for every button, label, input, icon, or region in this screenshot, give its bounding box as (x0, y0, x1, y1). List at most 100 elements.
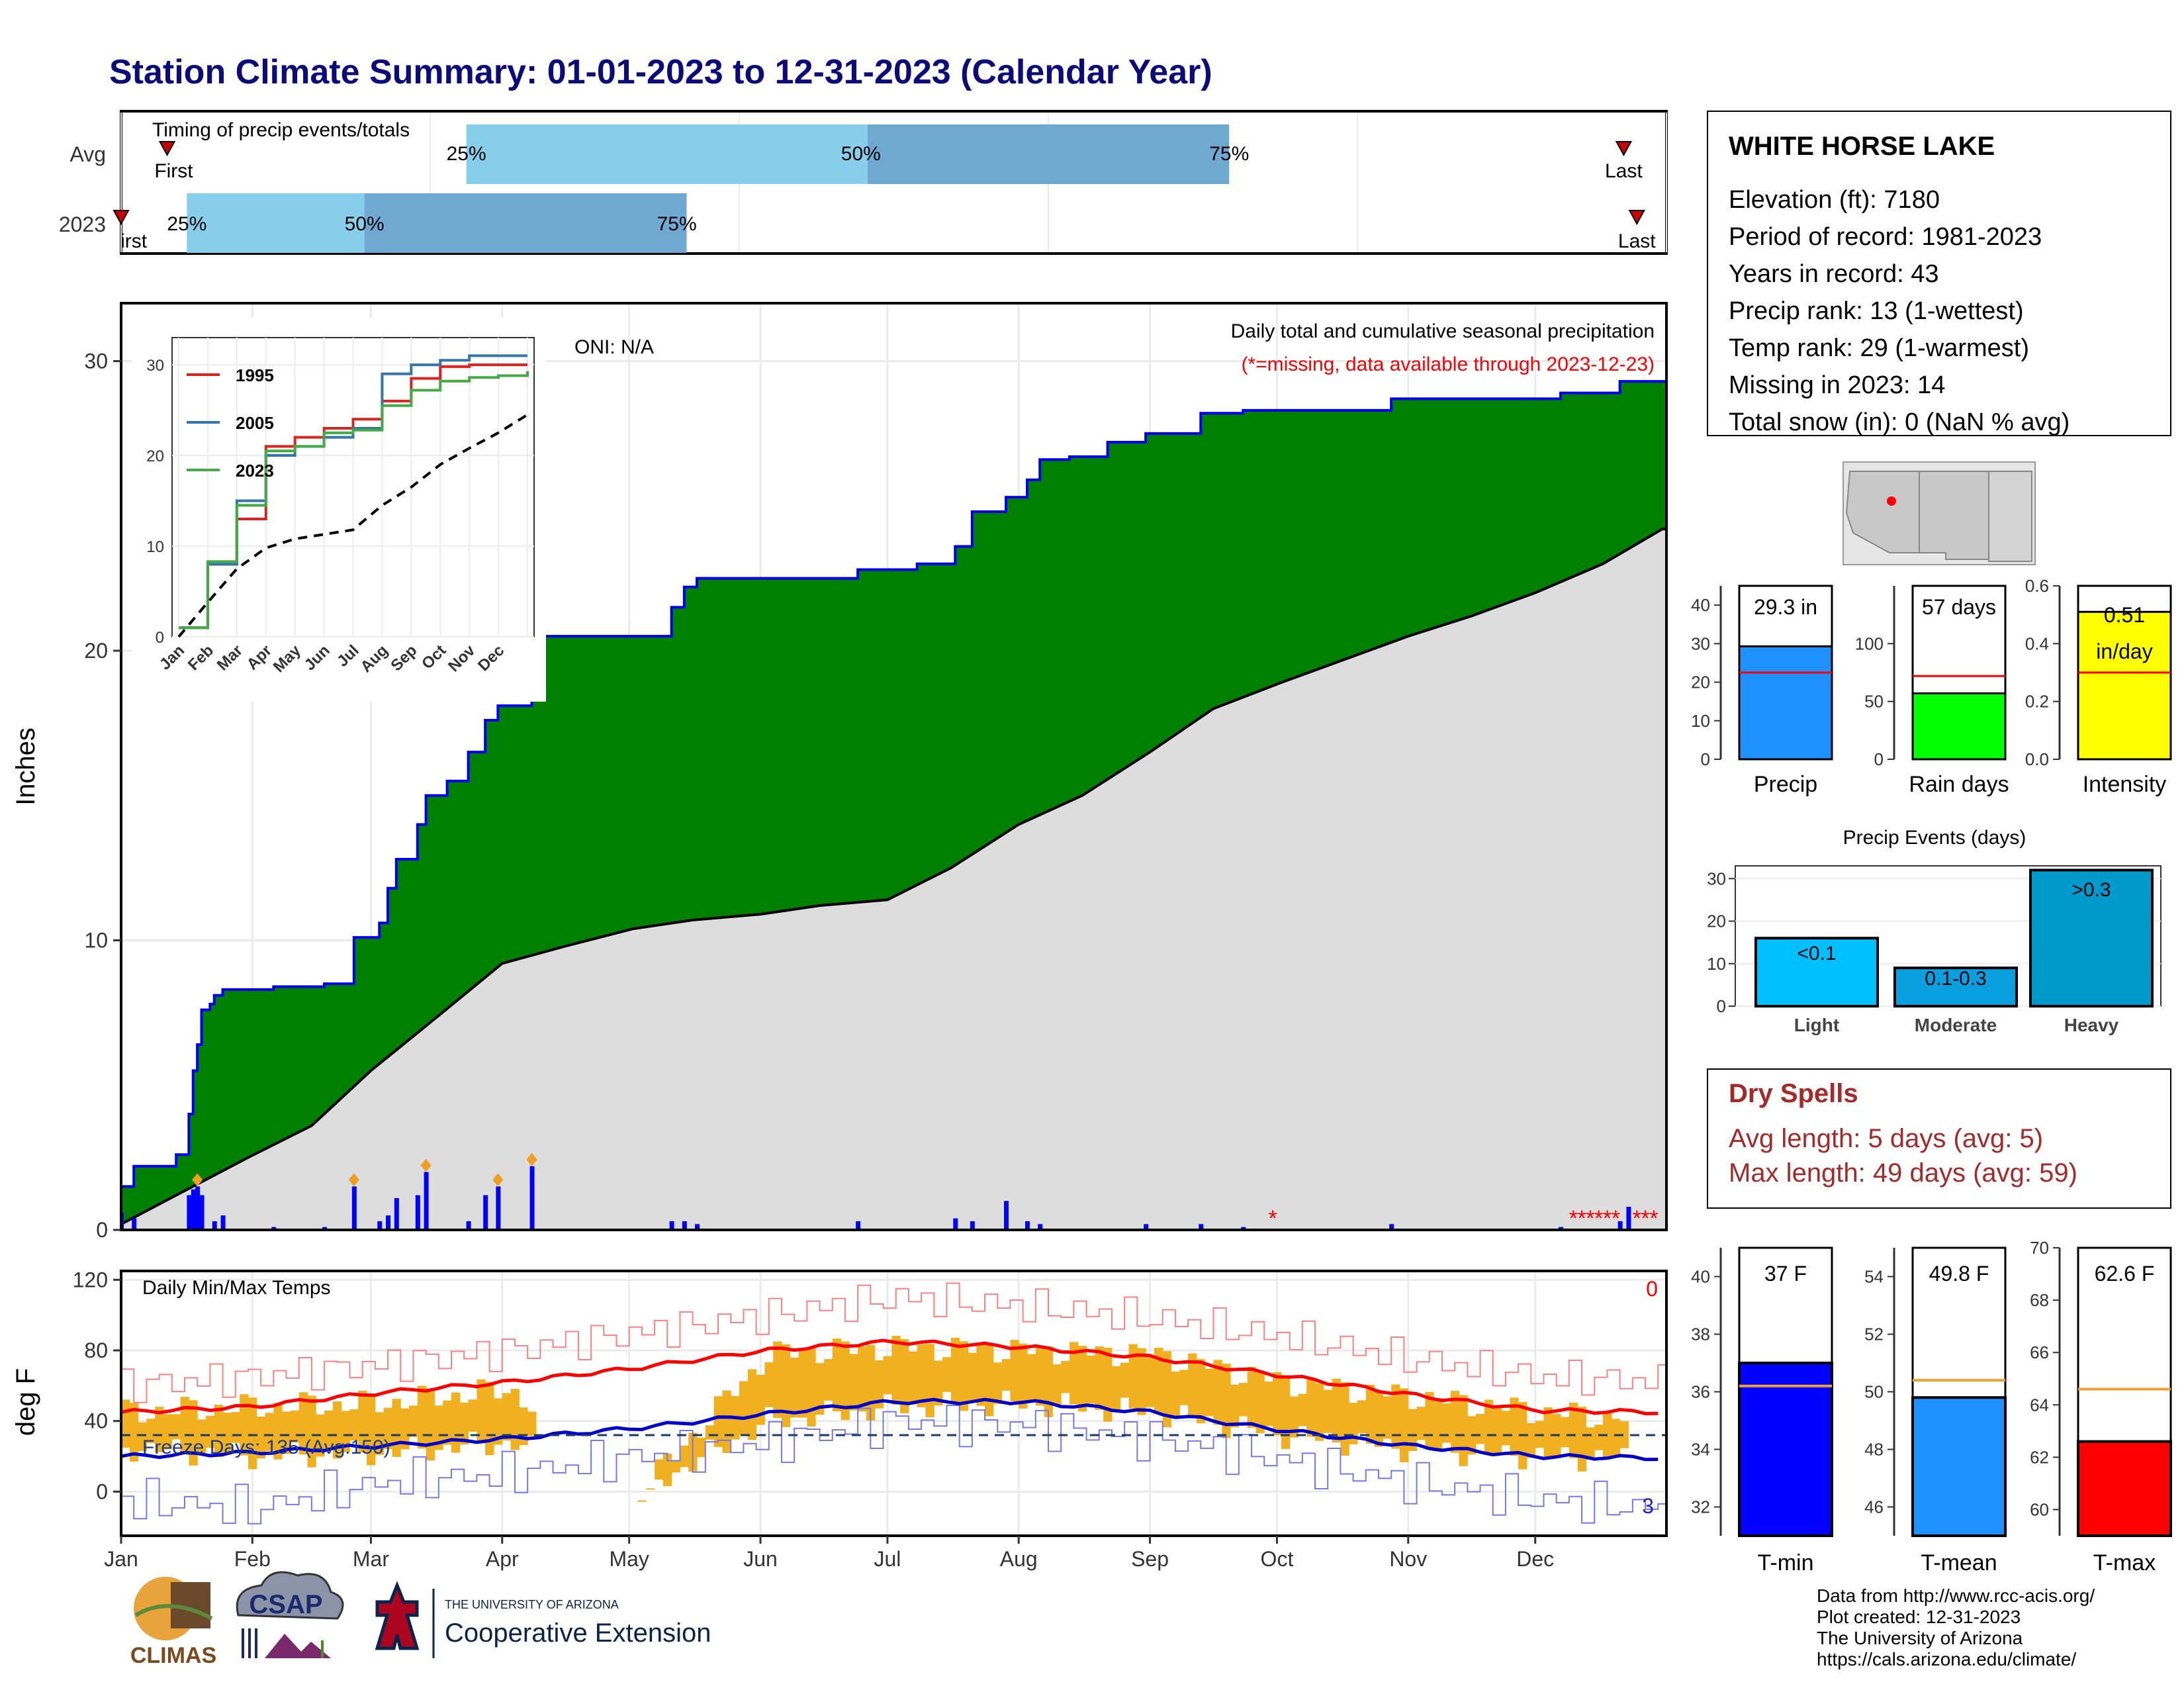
summary-ytick-label-2-1: 0.2 (2025, 692, 2049, 712)
temp-range-bar-202 (976, 1344, 985, 1406)
station-name: WHITE HORSE LAKE (1729, 132, 1995, 161)
daily-bar-24 (953, 1218, 958, 1229)
temp-range-bar-294 (1365, 1384, 1375, 1444)
daily-bar-19 (529, 1166, 535, 1229)
missing-marker-1: * (1569, 1206, 1578, 1231)
summary-ytick-label-2-2: 0.4 (2025, 633, 2049, 653)
daily-bar-marker-15 (420, 1158, 432, 1172)
daily-bar-31 (1241, 1227, 1246, 1229)
daily-bar-28 (1038, 1224, 1043, 1229)
temp-range-bar-88 (493, 1398, 503, 1445)
temp-range-bar-166 (823, 1359, 833, 1401)
inset-line-2023 (179, 371, 529, 630)
map-new-mexico (1919, 471, 1989, 560)
temp-range-bar-158 (790, 1357, 799, 1418)
record-max-count: 0 (1646, 1277, 1658, 1301)
timing-avg-bar-50-75 (867, 124, 1230, 184)
temp-range-bar-90 (502, 1393, 512, 1441)
events-heavy-value: >0.3 (2071, 879, 2111, 901)
temp-range-bar-68 (409, 1405, 418, 1437)
events-bar-heavy (2029, 868, 2154, 1008)
timing-avg-first: First (154, 160, 193, 182)
temp-range-bar-308 (1425, 1391, 1434, 1450)
events-ytick-label-1: 10 (1707, 954, 1726, 974)
temp-range-bar-148 (747, 1369, 757, 1440)
daily-bar-22 (695, 1224, 700, 1229)
climas-logo: CLIMAS (130, 1577, 216, 1668)
temp-range-bar-284 (1323, 1389, 1333, 1433)
missing-marker-2: * (1577, 1206, 1586, 1231)
temp-range-bar-48 (324, 1410, 334, 1450)
summary-ytick-label-2-0: 0.0 (2025, 749, 2049, 769)
temp-range-bar-128 (662, 1453, 672, 1487)
daily-bar-6 (212, 1221, 217, 1229)
temp-range-bar-0 (122, 1399, 130, 1448)
timing-avg-last-marker (1615, 141, 1633, 157)
timing-label: Timing of precip events/totals (152, 119, 410, 141)
daily-bar-0 (122, 1212, 124, 1229)
station-temp-rank: Temp rank: 29 (1-warmest) (1729, 334, 2029, 362)
freeze-days-label: Freeze Days: 135 (Avg:150) (142, 1436, 390, 1458)
temp-range-bar-234 (1111, 1366, 1121, 1411)
month-label-jun: Jun (743, 1547, 778, 1571)
temp-range-bar-38 (282, 1411, 291, 1454)
daily-bar-14 (415, 1195, 420, 1229)
daily-bar-25 (970, 1221, 975, 1229)
tbar-tmin-value: 37 F (1764, 1262, 1807, 1286)
daily-bar-34 (1617, 1221, 1623, 1229)
station-missing: Missing in 2023: 14 (1729, 371, 1945, 399)
temp-range-bar-238 (1128, 1344, 1138, 1409)
temp-range-bar-296 (1374, 1390, 1383, 1447)
tbar-ytick-label-2-1: 62 (2030, 1447, 2049, 1467)
temp-range-bar-242 (1146, 1356, 1155, 1407)
temp-lines (122, 1282, 1665, 1524)
tbar-ytick-label-2-4: 68 (2030, 1290, 2049, 1310)
temp-range-bar-220 (1052, 1364, 1062, 1406)
temp-range-bar-50 (332, 1401, 342, 1459)
temp-range-bar-96 (527, 1411, 537, 1436)
temp-range-bar-84 (477, 1379, 486, 1444)
temp-range-bar-52 (341, 1411, 350, 1452)
temp-range-bar-312 (1441, 1403, 1451, 1443)
temp-panel: 0 40 80 120 Jan Feb Mar Apr May Jun Jul Aug Sep Oct N… (11, 1268, 1668, 1571)
temp-range-bar-22 (214, 1404, 224, 1457)
page-title: Station Climate Summary: 01-01-2023 to 1… (109, 53, 1212, 91)
timing-avg-bar-25-50 (466, 124, 868, 184)
summary-bar-0 (1738, 645, 1833, 761)
temp-frame-border (120, 1270, 1668, 1537)
tbar-tmean-label: T-mean (1921, 1550, 1997, 1575)
oni-label: ONI: N/A (574, 336, 654, 358)
timing-avg-first-marker (158, 141, 176, 157)
timing-2023-bar-50-75 (364, 193, 687, 253)
timing-bars (113, 124, 1645, 253)
timing-avg-last: Last (1605, 160, 1643, 182)
month-label-dec: Dec (1516, 1547, 1554, 1571)
climas-text: CLIMAS (130, 1643, 216, 1668)
temp-range-bar-82 (468, 1399, 477, 1432)
daily-bar-5 (199, 1195, 205, 1229)
tbar-tmax-label: T-max (2093, 1550, 2156, 1575)
cumulative-average-area (122, 528, 1665, 1229)
temp-range-bar-278 (1298, 1393, 1307, 1427)
summary-intensity-value: 0.51 (2104, 603, 2145, 627)
summary-intensity-unit: in/day (2096, 639, 2152, 663)
temp-range-bar-28 (240, 1394, 249, 1456)
tbar-ytick-label-0-0: 32 (1691, 1497, 1710, 1517)
events-ytick-label-3: 30 (1707, 868, 1726, 888)
temp-ytick-label-3: 120 (73, 1268, 108, 1291)
temp-range-bar-184 (900, 1339, 909, 1413)
temp-range-bar-76 (443, 1400, 452, 1445)
temp-range-bar-354 (1619, 1421, 1629, 1448)
tbar-ytick-label-2-0: 60 (2030, 1499, 2049, 1519)
temp-summary-bars: 32 34 36 38 40 46 48 50 52 54 60 62 64 66 68 70 37 F 49.8… (1691, 1238, 2172, 1575)
temp-range-bar-282 (1315, 1383, 1324, 1441)
daily-bar-15 (424, 1172, 429, 1229)
temp-range-bar-36 (273, 1403, 283, 1460)
events-ytick-label-2: 20 (1707, 912, 1726, 931)
temp-range-bar-60 (375, 1412, 385, 1455)
temp-range-bar-138 (705, 1425, 715, 1440)
temp-range-bar-326 (1501, 1411, 1510, 1446)
temp-range-bar-264 (1238, 1383, 1248, 1417)
tbar-ytick-label-1-0: 46 (1864, 1497, 1884, 1517)
timing-avg-p50: 50% (841, 143, 881, 165)
